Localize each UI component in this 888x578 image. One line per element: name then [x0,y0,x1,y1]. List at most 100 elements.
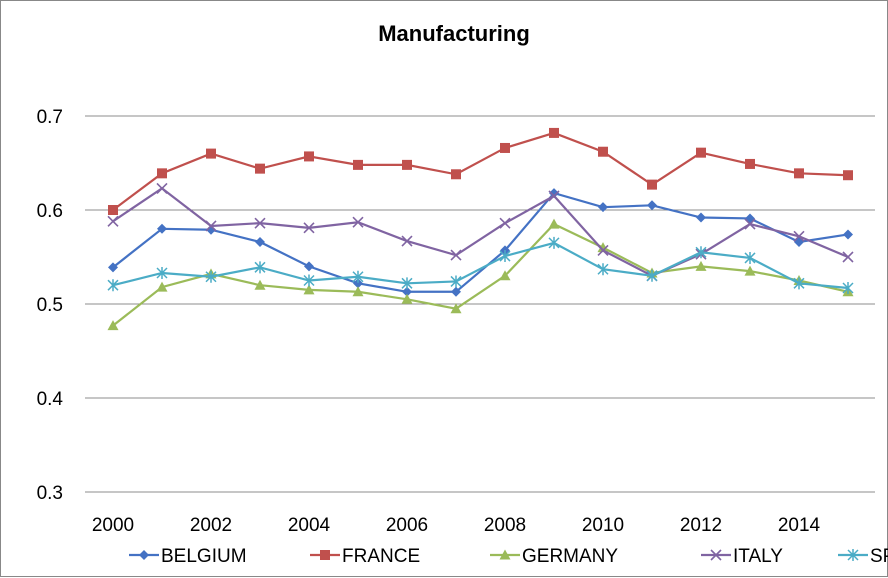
data-point-spain [450,275,462,288]
data-point-belgium [353,278,363,289]
data-point-spain [401,277,413,290]
legend-label-belgium: BELGIUM [161,546,247,567]
data-point-italy [793,230,805,242]
data-point-germany [107,320,119,331]
data-point-germany [695,260,707,271]
data-point-spain [548,236,560,249]
data-point-belgium [451,286,461,297]
x-tick-label: 2010 [582,515,624,536]
data-point-germany [597,242,609,253]
data-point-italy [744,218,756,230]
data-point-germany [254,279,266,290]
legend-item-germany: GERMANY [490,546,618,567]
chart-title: Manufacturing [378,21,530,46]
series-line-italy [112,187,849,278]
legend-marker-belgium [139,550,149,560]
legend-label-spain: SPAIN [870,546,888,567]
y-tick-label: 0.7 [37,107,63,128]
x-tick-label: 2012 [680,515,722,536]
data-point-spain [499,250,511,263]
data-point-france [647,179,657,190]
x-tick-label: 2002 [190,515,232,536]
data-point-belgium [647,200,657,211]
series-line-france [112,131,849,211]
gridlines [85,115,875,493]
data-point-germany [401,293,413,304]
data-point-spain [303,274,315,287]
data-point-france [304,151,314,162]
data-point-italy [107,215,119,227]
data-point-belgium [304,261,314,272]
data-point-spain [352,270,364,283]
legend-item-france: FRANCE [310,546,420,567]
data-point-italy [254,217,266,229]
data-point-spain [597,263,609,276]
data-point-belgium [157,223,167,234]
data-point-germany [450,303,462,314]
x-tick-label: 2004 [288,515,331,536]
data-point-belgium [402,286,412,297]
legend-label-italy: ITALY [733,546,783,567]
series-france [108,127,853,215]
data-point-france [549,127,559,138]
data-point-spain [107,279,119,292]
data-point-france [500,142,510,153]
data-point-germany [499,270,511,281]
data-point-france [157,168,167,179]
data-point-belgium [255,236,265,247]
series-spain [107,236,854,295]
series-belgium [108,188,853,297]
data-point-france [108,205,118,215]
data-point-france [794,168,804,179]
series-line-germany [112,222,849,327]
legend-marker-italy [710,549,722,561]
series-line-belgium [112,191,849,293]
data-point-italy [597,244,609,256]
data-point-france [598,146,608,157]
data-point-italy [842,251,854,263]
legend-marker-germany [499,549,511,560]
legend-item-italy: ITALY [701,546,783,567]
legend-item-belgium: BELGIUM [129,546,247,567]
data-point-germany [744,265,756,276]
data-point-france [696,147,706,158]
data-point-france [206,148,216,159]
data-point-italy [352,216,364,228]
legend-marker-france [320,550,330,560]
data-point-belgium [696,212,706,223]
legend-item-spain: SPAIN [838,546,888,567]
y-tick-label: 0.3 [37,483,63,504]
series-italy [107,182,854,282]
legend: BELGIUM FRANCE GERMANY ITALY SPAIN [129,546,888,567]
data-point-italy [499,217,511,229]
data-point-germany [156,281,168,292]
x-tick-label: 2006 [386,515,428,536]
data-point-belgium [843,229,853,240]
y-tick-label: 0.4 [37,389,64,410]
data-point-spain [205,270,217,283]
data-point-germany [303,284,315,295]
data-point-france [843,170,853,181]
data-point-belgium [598,202,608,213]
data-point-spain [156,266,168,279]
data-point-belgium [108,262,118,273]
series-line-spain [112,241,849,290]
data-point-spain [744,251,756,264]
data-point-belgium [549,188,559,199]
legend-label-germany: GERMANY [522,546,618,567]
data-point-italy [450,249,462,261]
data-point-spain [646,269,658,282]
y-tick-label: 0.5 [37,295,63,316]
data-point-france [255,163,265,174]
y-tick-label: 0.6 [37,201,63,222]
x-axis-ticks: 2000 2002 2004 2006 2008 2010 2012 2014 [92,515,821,536]
x-tick-label: 2000 [92,515,134,536]
data-point-belgium [745,213,755,224]
x-tick-label: 2014 [778,515,821,536]
x-tick-label: 2008 [484,515,526,536]
data-point-belgium [206,224,216,235]
data-point-italy [401,235,413,247]
data-point-germany [352,286,364,297]
data-point-spain [695,246,707,259]
